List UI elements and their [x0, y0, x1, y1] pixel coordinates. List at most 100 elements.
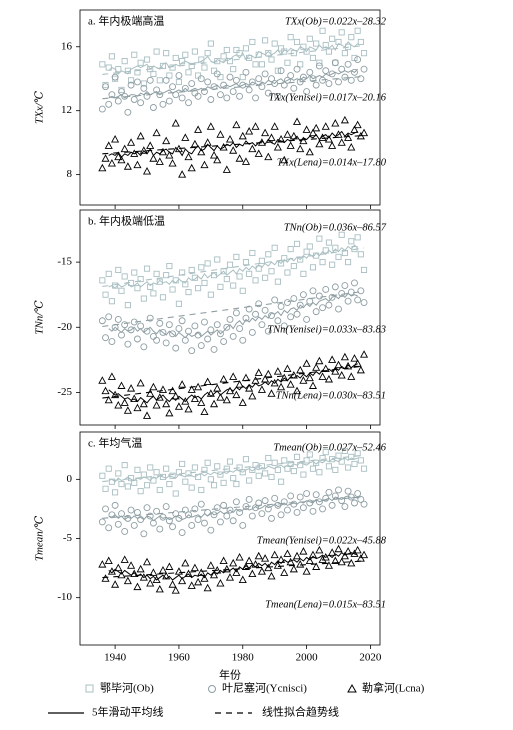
marker-triangle	[340, 352, 349, 361]
marker-square	[357, 457, 364, 464]
marker-circle	[255, 300, 263, 308]
marker-triangle	[152, 128, 161, 137]
marker-square	[265, 251, 272, 258]
marker-square	[274, 466, 281, 473]
marker-square	[195, 285, 202, 292]
marker-square	[316, 469, 323, 476]
marker-triangle	[114, 563, 123, 572]
marker-triangle	[315, 356, 324, 365]
y-tick-label: -10	[57, 591, 72, 603]
marker-square	[102, 485, 109, 492]
marker-triangle	[139, 399, 148, 408]
marker-square	[271, 244, 278, 251]
y-tick-label: -15	[57, 256, 72, 268]
marker-triangle	[334, 544, 343, 553]
marker-square	[271, 40, 278, 47]
marker-square	[147, 464, 154, 471]
marker-triangle	[127, 561, 136, 569]
marker-circle	[277, 511, 285, 519]
marker-triangle	[162, 399, 171, 408]
marker-triangle	[127, 138, 136, 146]
y-tick-label: 0	[67, 473, 73, 485]
x-axis-label: 年份	[219, 668, 241, 682]
marker-circle	[159, 100, 167, 108]
marker-triangle	[267, 571, 276, 580]
panel-title: b. 年内极端低温	[88, 214, 165, 228]
marker-triangle	[302, 359, 311, 367]
marker-circle	[111, 73, 119, 81]
marker-circle	[322, 67, 330, 75]
marker-circle	[162, 76, 170, 84]
marker-circle	[335, 78, 342, 86]
marker-square	[207, 291, 214, 298]
marker-circle	[162, 339, 170, 347]
marker-triangle	[347, 558, 356, 567]
y-axis-label: Tmean/℃	[34, 515, 46, 561]
marker-circle	[239, 81, 247, 89]
marker-square	[233, 481, 240, 488]
marker-circle	[210, 511, 218, 519]
marker-triangle	[273, 561, 282, 569]
marker-square	[348, 238, 355, 245]
marker-square	[99, 61, 106, 68]
marker-square	[217, 283, 224, 290]
marker-circle	[181, 506, 189, 514]
marker-circle	[98, 317, 106, 325]
marker-square	[239, 469, 246, 476]
marker-triangle	[232, 390, 241, 399]
marker-triangle	[101, 154, 110, 162]
marker-triangle	[117, 155, 126, 164]
marker-circle	[188, 522, 196, 529]
marker-square	[223, 465, 230, 472]
marker-square	[297, 61, 304, 68]
marker-circle	[264, 327, 272, 335]
marker-triangle	[181, 133, 190, 141]
marker-circle	[114, 316, 122, 323]
marker-circle	[271, 494, 279, 502]
marker-square	[268, 473, 275, 481]
marker-circle	[143, 327, 151, 335]
marker-square	[137, 488, 144, 495]
marker-triangle	[184, 404, 193, 413]
marker-circle	[229, 332, 237, 340]
marker-triangle	[238, 575, 247, 583]
marker-circle	[216, 518, 224, 526]
marker-square	[134, 69, 141, 76]
marker-triangle	[168, 158, 177, 167]
marker-triangle	[181, 558, 190, 567]
marker-square	[325, 48, 332, 55]
marker-circle	[188, 347, 196, 355]
marker-circle	[331, 59, 339, 67]
marker-circle	[351, 279, 358, 287]
marker-square	[233, 46, 240, 54]
marker-triangle	[356, 554, 365, 562]
marker-triangle	[245, 127, 254, 135]
marker-circle	[264, 89, 272, 97]
marker-square	[159, 294, 167, 301]
marker-circle	[169, 330, 177, 338]
marker-circle	[220, 338, 228, 346]
marker-circle	[197, 75, 205, 83]
legend-label: 5年滑动平均线	[92, 705, 164, 719]
marker-square	[293, 240, 301, 247]
marker-triangle	[308, 128, 318, 137]
marker-triangle	[359, 350, 369, 358]
marker-triangle	[283, 549, 292, 557]
marker-triangle	[359, 550, 369, 559]
marker-circle	[236, 509, 244, 516]
y-tick-label: 16	[61, 40, 73, 52]
marker-circle	[172, 510, 180, 518]
marker-triangle	[337, 557, 346, 566]
marker-circle	[268, 514, 275, 522]
marker-triangle	[334, 360, 343, 369]
marker-triangle	[305, 147, 314, 156]
marker-square	[188, 484, 195, 491]
marker-circle	[338, 289, 346, 297]
marker-square	[319, 27, 326, 34]
marker-square	[309, 465, 317, 472]
marker-square	[156, 486, 163, 494]
marker-triangle	[158, 385, 168, 393]
marker-square	[175, 300, 182, 307]
marker-square	[233, 253, 240, 260]
marker-circle	[252, 504, 259, 512]
